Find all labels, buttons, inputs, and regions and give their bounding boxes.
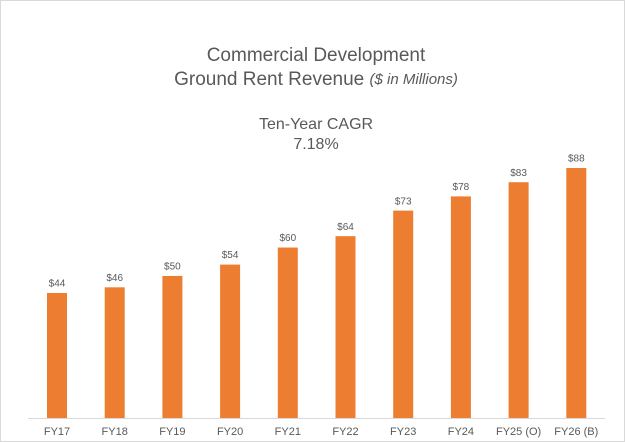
annotation: 7.18% <box>293 136 338 153</box>
chart-title: Ground Rent Revenue ($ in Millions) <box>174 69 458 90</box>
x-tick-label: FY20 <box>217 426 243 438</box>
bar <box>566 168 587 418</box>
bar <box>393 210 414 418</box>
bar <box>104 287 125 418</box>
x-tick-label: FY25 (O) <box>496 426 541 438</box>
chart-title: Ground Rent Revenue <box>174 69 364 90</box>
bar <box>220 264 241 418</box>
bar <box>277 247 298 418</box>
value-label: $54 <box>222 250 239 261</box>
bar <box>450 196 471 418</box>
chart-title: Commercial Development <box>207 45 426 66</box>
x-tick-label: FY26 (B) <box>554 426 598 438</box>
value-label: $46 <box>106 273 123 284</box>
bar <box>162 275 183 418</box>
value-label: $88 <box>568 154 585 165</box>
value-label: $78 <box>453 182 470 193</box>
x-tick-label: FY24 <box>448 426 474 438</box>
value-label: $50 <box>164 262 181 273</box>
title-note: ($ in Millions) <box>370 71 458 88</box>
x-tick-label: FY17 <box>44 426 70 438</box>
value-label: $83 <box>510 168 527 179</box>
x-tick-label: FY18 <box>102 426 128 438</box>
x-tick-label: FY22 <box>332 426 358 438</box>
value-label: $73 <box>395 196 412 207</box>
value-label: $64 <box>337 222 354 233</box>
annotation: Ten-Year CAGR <box>259 116 373 133</box>
value-label: $44 <box>49 279 66 290</box>
bar <box>335 236 356 418</box>
bar <box>47 293 67 418</box>
value-label: $60 <box>279 233 296 244</box>
x-tick-label: FY23 <box>390 426 416 438</box>
x-tick-label: FY21 <box>275 426 301 438</box>
bar <box>508 182 529 418</box>
x-tick-label: FY19 <box>159 426 185 438</box>
